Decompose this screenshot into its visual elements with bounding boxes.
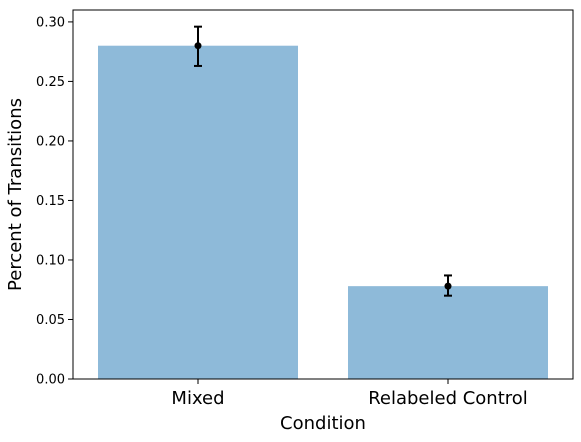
- y-axis-label: Percent of Transitions: [5, 98, 26, 291]
- y-tick-label: 0.25: [36, 75, 65, 90]
- y-tick-label: 0.05: [36, 313, 65, 328]
- y-tick-label: 0.30: [36, 15, 65, 30]
- y-tick-label: 0.10: [36, 253, 65, 268]
- x-tick-label: Mixed: [171, 388, 224, 409]
- x-tick-label: Relabeled Control: [368, 388, 528, 409]
- x-axis: Mixed Relabeled Control: [171, 379, 528, 409]
- mean-point-mixed: [194, 42, 202, 50]
- y-tick-label: 0.00: [36, 373, 65, 388]
- bars-group: [98, 45, 548, 379]
- x-axis-label: Condition: [280, 413, 366, 434]
- mean-point-relabeled-control: [444, 282, 452, 290]
- y-tick-label: 0.20: [36, 134, 65, 149]
- y-tick-label: 0.15: [36, 194, 65, 209]
- bar-relabeled-control: [348, 286, 548, 379]
- plot-frame: [72, 9, 574, 380]
- y-axis: 0.00 0.05 0.10 0.15 0.20 0.25 0.30: [36, 15, 73, 388]
- bar-mixed: [98, 45, 298, 379]
- error-bars-group: [194, 25, 452, 297]
